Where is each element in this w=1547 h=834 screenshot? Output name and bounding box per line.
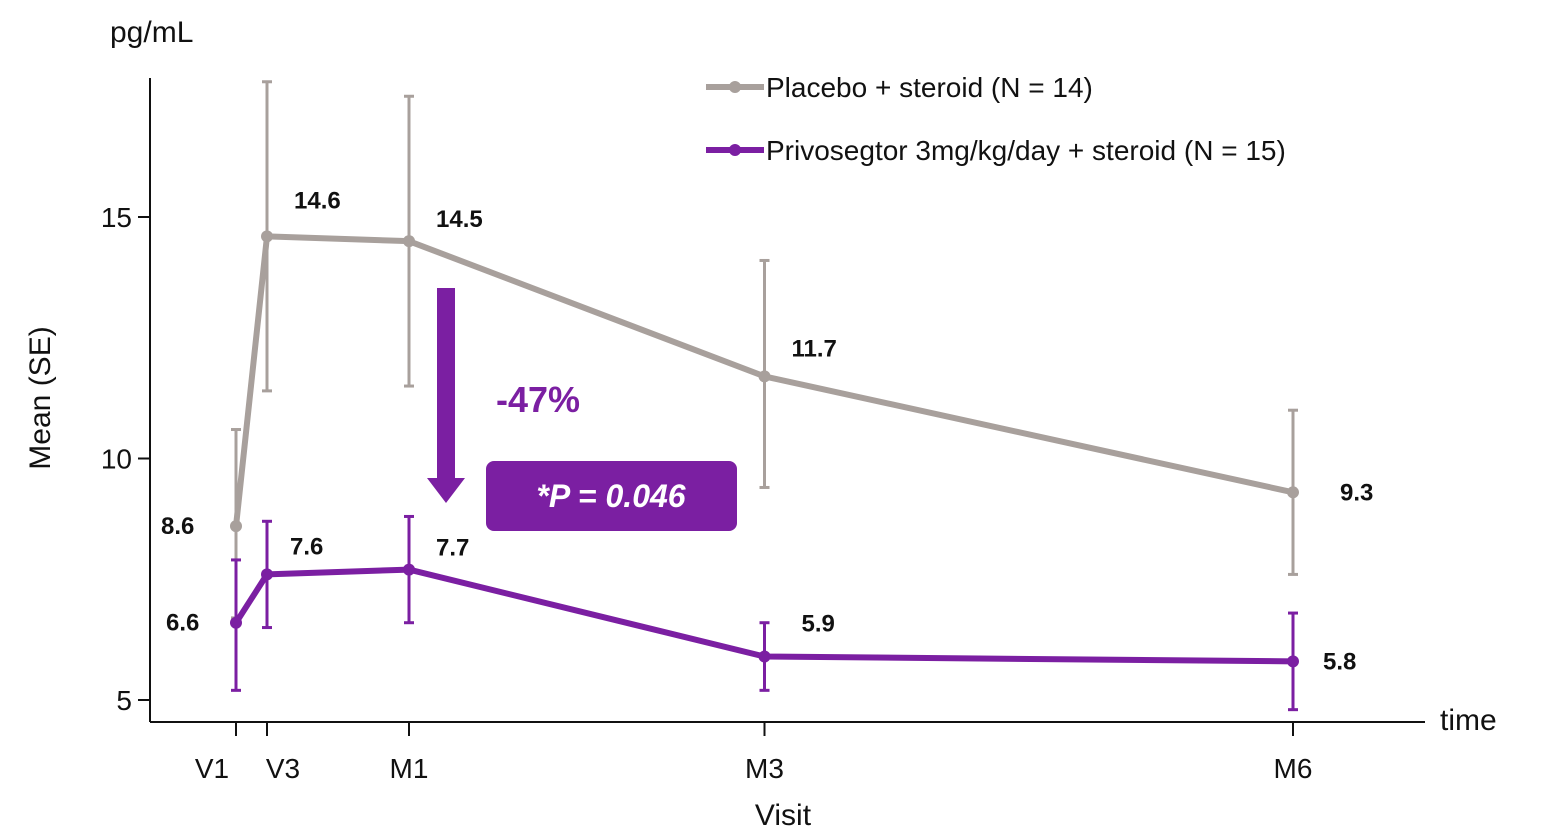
data-label-0-M6: 9.3 xyxy=(1340,479,1373,506)
data-point-0-V3 xyxy=(261,230,273,243)
x-tick-label-M6: M6 xyxy=(1274,753,1313,784)
series-layer xyxy=(230,80,1299,712)
data-label-1-V1: 6.6 xyxy=(166,610,199,637)
x-tick-label-V1: V1 xyxy=(195,753,229,784)
reduction-annotation: -47% *P = 0.046 xyxy=(427,288,737,531)
data-label-0-V3: 14.6 xyxy=(294,187,341,214)
legend: Placebo + steroid (N = 14) Privosegtor 3… xyxy=(706,72,1286,166)
data-point-0-M3 xyxy=(758,370,771,383)
y-axis-title: Mean (SE) xyxy=(24,326,57,469)
x-tick-label-M3: M3 xyxy=(745,753,784,784)
y-tick-label-10: 10 xyxy=(101,444,132,475)
data-label-0-M1: 14.5 xyxy=(436,206,483,233)
data-point-1-V1 xyxy=(230,616,242,629)
y-tick-label-5: 5 xyxy=(116,685,132,716)
data-point-0-M1 xyxy=(403,235,415,248)
data-label-1-V3: 7.6 xyxy=(290,533,323,560)
series-privosegtor xyxy=(230,514,1299,712)
data-label-1-M3: 5.9 xyxy=(802,611,835,638)
data-label-1-M6: 5.8 xyxy=(1323,648,1356,675)
data-labels: 8.6 14.6 14.5 11.7 9.3 6.6 7.6 7.7 5.9 5.8 xyxy=(161,187,1373,675)
data-point-0-M6 xyxy=(1287,486,1299,499)
x-tick-label-M1: M1 xyxy=(390,753,429,784)
percent-change-label: -47% xyxy=(496,379,580,420)
y-tick-label-15: 15 xyxy=(101,202,132,233)
legend-marker-placebo xyxy=(729,81,741,93)
legend-label-placebo: Placebo + steroid (N = 14) xyxy=(766,72,1093,103)
data-label-1-M1: 7.7 xyxy=(436,535,469,562)
x-ticks: V1 V3 M1 M3 M6 xyxy=(195,722,1313,784)
legend-item-privosegtor: Privosegtor 3mg/kg/day + steroid (N = 15… xyxy=(706,135,1286,166)
y-unit-label: pg/mL xyxy=(110,16,193,49)
reduction-arrow xyxy=(427,288,465,503)
y-ticks: 5 10 15 xyxy=(101,202,150,716)
legend-label-privosegtor: Privosegtor 3mg/kg/day + steroid (N = 15… xyxy=(766,135,1286,166)
data-point-1-M1 xyxy=(403,563,415,576)
data-label-0-V1: 8.6 xyxy=(161,513,194,540)
data-point-0-V1 xyxy=(230,520,242,533)
data-label-0-M3: 11.7 xyxy=(792,335,837,362)
data-point-1-V3 xyxy=(261,568,273,581)
x-axis-end-label: time xyxy=(1440,704,1497,737)
x-tick-label-V3: V3 xyxy=(266,753,300,784)
data-point-1-M3 xyxy=(758,650,771,663)
p-value-box xyxy=(486,461,737,531)
p-value-label: *P = 0.046 xyxy=(536,478,685,514)
legend-item-placebo: Placebo + steroid (N = 14) xyxy=(706,72,1093,103)
x-axis-title: Visit xyxy=(755,799,812,832)
legend-marker-privosegtor xyxy=(729,144,741,156)
data-point-1-M6 xyxy=(1287,655,1299,668)
